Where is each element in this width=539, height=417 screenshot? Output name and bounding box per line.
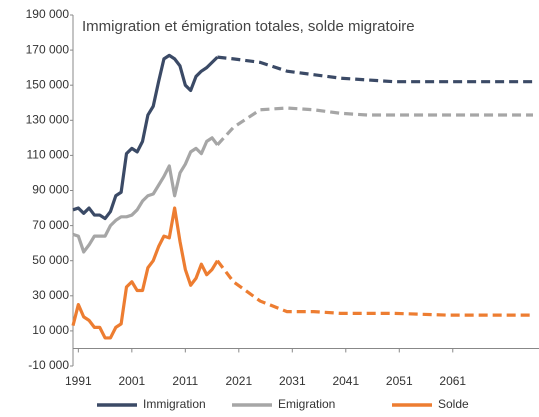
y-tick-label: 150 000 xyxy=(26,77,70,91)
y-tick-label: 70 000 xyxy=(32,218,69,232)
x-tick-label: 2041 xyxy=(332,374,359,388)
x-tick-label: 2001 xyxy=(118,374,145,388)
y-tick-label: 110 000 xyxy=(27,148,70,162)
series-line xyxy=(72,53,219,221)
legend-label: Immigration xyxy=(143,397,206,411)
y-tick-label: 90 000 xyxy=(32,183,69,197)
y-tick-label: 130 000 xyxy=(26,112,70,126)
y-tick-label: -10 000 xyxy=(28,358,69,372)
x-tick-label: 2051 xyxy=(386,374,413,388)
series-line xyxy=(72,136,219,254)
projection-line xyxy=(216,106,533,146)
chart-title: Immigration et émigration totales, solde… xyxy=(82,18,415,35)
projection-line xyxy=(216,259,533,317)
y-tick-label: 170 000 xyxy=(26,42,70,56)
projection-line xyxy=(217,55,533,84)
x-tick-label: 2011 xyxy=(172,374,198,388)
legend-label: Solde xyxy=(438,397,469,411)
x-tick-label: 2061 xyxy=(439,374,466,388)
x-tick-label: 1991 xyxy=(65,374,92,388)
y-tick-label: 50 000 xyxy=(32,253,69,267)
series-line xyxy=(71,206,219,340)
x-tick-label: 2031 xyxy=(279,374,306,388)
x-tick-label: 2021 xyxy=(225,374,252,388)
y-tick-label: 190 000 xyxy=(26,7,70,21)
y-tick-label: 30 000 xyxy=(32,288,69,302)
legend-label: Emigration xyxy=(278,397,335,411)
y-tick-label: 10 000 xyxy=(32,323,69,337)
